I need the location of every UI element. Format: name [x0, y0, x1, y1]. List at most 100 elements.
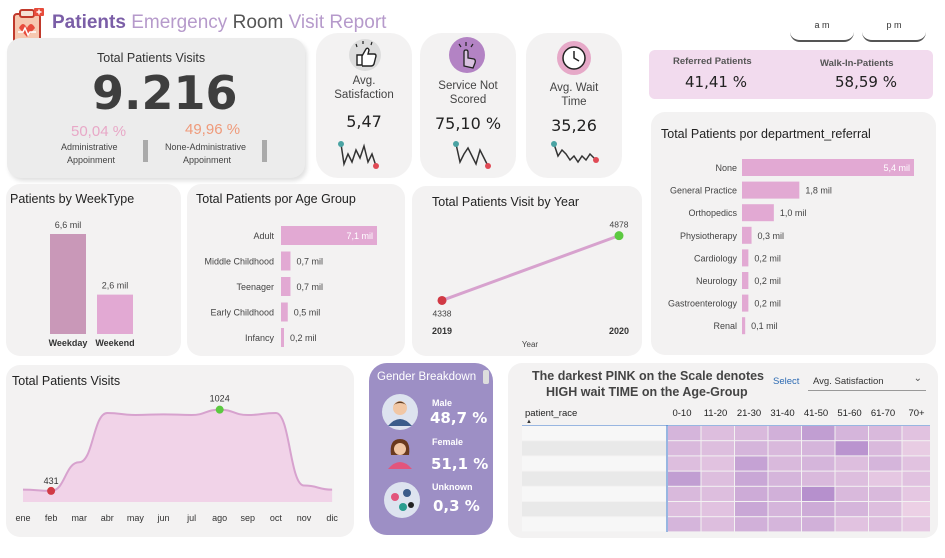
row-band: [522, 486, 666, 501]
y-tick-label: General Practice: [670, 186, 737, 196]
not-scored-label-2: Scored: [449, 94, 487, 106]
x-tick-label: jul: [186, 513, 196, 523]
heatmap-cell: [701, 502, 734, 517]
x-tick-label: 2020: [609, 326, 629, 336]
unknown-label: Unknown: [432, 482, 473, 492]
satisfaction-label-1: Avg.: [352, 75, 376, 87]
heatmap-cell: [802, 441, 835, 456]
scroll-indicator[interactable]: [483, 370, 489, 384]
unknown-avatar-icon: [383, 481, 421, 519]
heatmap-column-header: 70+: [908, 408, 925, 419]
heatmap-cell: [668, 471, 701, 486]
satisfaction-label-2: Satisfaction: [334, 89, 394, 101]
heatmap-column-header: 41-50: [803, 408, 829, 419]
admin-pct: 50,04 %: [71, 123, 127, 140]
divider-bar: [262, 140, 267, 162]
bar: [97, 294, 133, 334]
x-tick-label: abr: [101, 513, 114, 523]
bar: [281, 226, 377, 245]
y-tick-label: Gastroenterology: [668, 299, 738, 309]
year-card: [412, 186, 642, 356]
x-tick-label: may: [127, 513, 145, 523]
heatmap-cell: [835, 502, 868, 517]
not-scored-sparkline: [453, 141, 491, 169]
pm-filter-button[interactable]: p m: [862, 14, 926, 42]
heatmap-cell: [735, 441, 768, 456]
male-label: Male: [432, 398, 453, 408]
walkin-value: 58,59 %: [835, 73, 897, 91]
series-line: [22, 408, 333, 492]
female-value: 51,1 %: [431, 455, 489, 473]
x-tick-label: mar: [71, 513, 87, 523]
heatmap-cell: [768, 441, 801, 456]
heatmap-cell: [735, 486, 768, 501]
heatmap-grid: [522, 425, 930, 532]
heatmap-cell: [768, 486, 801, 501]
weektype-card: [6, 184, 181, 356]
heatmap-column-header: 11-20: [703, 408, 728, 419]
app-logo: [8, 6, 48, 46]
y-tick-label: Teenager: [236, 282, 274, 292]
y-tick-label: Adult: [253, 231, 274, 241]
total-visits-card: [7, 38, 305, 178]
heatmap-cell: [768, 426, 801, 441]
data-label: 0,7 mil: [296, 282, 323, 292]
am-filter-button[interactable]: a m: [790, 14, 854, 42]
x-tick-label: ago: [212, 513, 227, 523]
data-label: 4878: [610, 220, 629, 230]
data-label: 431: [44, 476, 59, 486]
heatmap-cell: [902, 456, 930, 471]
agegroup-card: [187, 184, 405, 356]
heatmap-cell: [869, 456, 902, 471]
x-tick-label: ene: [15, 513, 30, 523]
data-label: 0,7 mil: [296, 257, 323, 267]
heatmap-cell: [701, 441, 734, 456]
series-area: [23, 409, 333, 502]
row-band: [522, 456, 666, 471]
heatmap-cell: [701, 486, 734, 501]
weektype-chart: 6,6 mil Weekday 2,6 mil Weekend: [49, 220, 135, 348]
bar: [742, 204, 774, 222]
heatmap-cell: [668, 426, 701, 441]
heatmap-cell: [902, 471, 930, 486]
row-band: [522, 502, 666, 517]
data-label: 0,2 mil: [754, 299, 781, 309]
male-avatar-icon: [381, 393, 419, 431]
female-avatar-icon: [383, 435, 417, 471]
data-label: 0,5 mil: [294, 308, 321, 318]
heatmap-cell: [802, 502, 835, 517]
heatmap-cell: [902, 426, 930, 441]
heatmap-cell: [902, 517, 930, 532]
heatmap-cell: [668, 502, 701, 517]
heatmap-cell: [902, 441, 930, 456]
heatmap-cell: [869, 502, 902, 517]
bar: [742, 159, 914, 176]
data-label: 0,2 mil: [754, 276, 781, 286]
metric-select[interactable]: Avg. Satisfaction ⌄: [808, 369, 926, 391]
heatmap-cell: [701, 471, 734, 486]
heatmap-cell: [768, 456, 801, 471]
bar: [742, 226, 752, 244]
heatmap-cell: [668, 486, 701, 501]
clock-icon: [556, 40, 592, 76]
heatmap-cell: [768, 471, 801, 486]
data-label: 1024: [210, 394, 230, 404]
bar: [281, 328, 284, 347]
heatmap-cell: [869, 471, 902, 486]
nonadmin-pct: 49,96 %: [185, 121, 241, 138]
sort-arrow-icon[interactable]: ▲: [526, 419, 532, 425]
x-tick-label: feb: [45, 513, 58, 523]
heatmap-cell: [735, 502, 768, 517]
heatmap-title-2: HIGH wait TIME on the Age-Group: [546, 385, 748, 399]
data-label: 2,6 mil: [102, 281, 129, 291]
x-tick-label: Weekday: [49, 338, 88, 348]
metric-select-value: Avg. Satisfaction: [813, 376, 884, 387]
department-chart-title: Total Patients por department_referral: [661, 127, 871, 141]
heatmap-cell: [735, 471, 768, 486]
hand-icon: [448, 36, 486, 74]
bar: [742, 294, 749, 312]
row-band: [522, 441, 666, 456]
bar: [50, 234, 86, 334]
data-point: [614, 231, 624, 241]
divider-bar: [143, 140, 148, 162]
